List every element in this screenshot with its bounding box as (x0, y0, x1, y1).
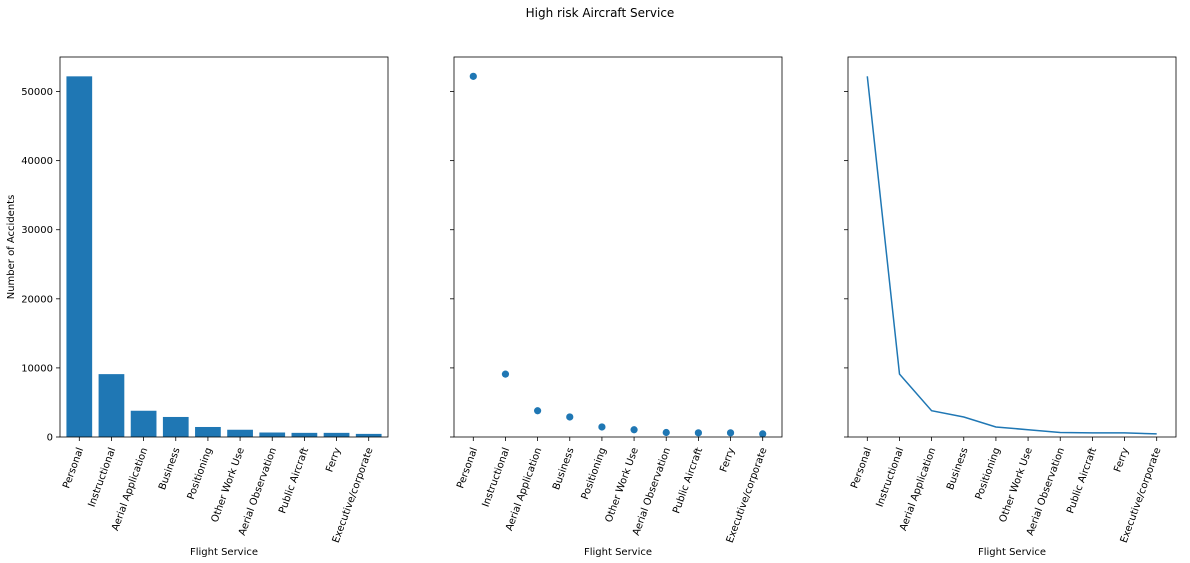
point-7 (662, 428, 670, 437)
bar-3 (130, 410, 157, 437)
point-3 (534, 407, 542, 415)
y-tick-label-6: 50000 (21, 87, 53, 98)
y-tick-label-4: 30000 (21, 225, 53, 236)
y-tick-label-2: 10000 (21, 363, 53, 374)
bar-4 (162, 416, 189, 437)
y-tick-label-5: 40000 (21, 156, 53, 167)
figure-title: High risk Aircraft Service (526, 6, 675, 20)
bar-2 (98, 374, 125, 437)
point-1 (469, 72, 477, 80)
y-tick-label-3: 20000 (21, 294, 53, 305)
bar-1 (66, 76, 93, 437)
point-10 (759, 430, 767, 438)
axes-frame (59, 56, 389, 438)
axes-frame (453, 56, 783, 438)
axes-frame (847, 56, 1177, 438)
bar-6 (227, 429, 253, 437)
x-axis-label: Flight Service (584, 547, 652, 558)
bar-7 (259, 432, 286, 437)
y-axis-label: Number of Accidents (6, 195, 17, 300)
y-tick-label-1: 0 (47, 433, 53, 444)
point-8 (694, 429, 702, 437)
x-axis-label: Flight Service (190, 547, 258, 558)
point-5 (598, 423, 606, 431)
point-9 (726, 429, 735, 437)
series-line (866, 76, 1157, 435)
point-6 (630, 426, 638, 434)
bar-9 (323, 432, 350, 437)
bar-8 (291, 432, 318, 437)
bar-10 (355, 433, 382, 437)
point-4 (566, 413, 574, 421)
bar-5 (195, 426, 221, 437)
point-2 (501, 370, 510, 378)
x-axis-label: Flight Service (978, 547, 1046, 558)
